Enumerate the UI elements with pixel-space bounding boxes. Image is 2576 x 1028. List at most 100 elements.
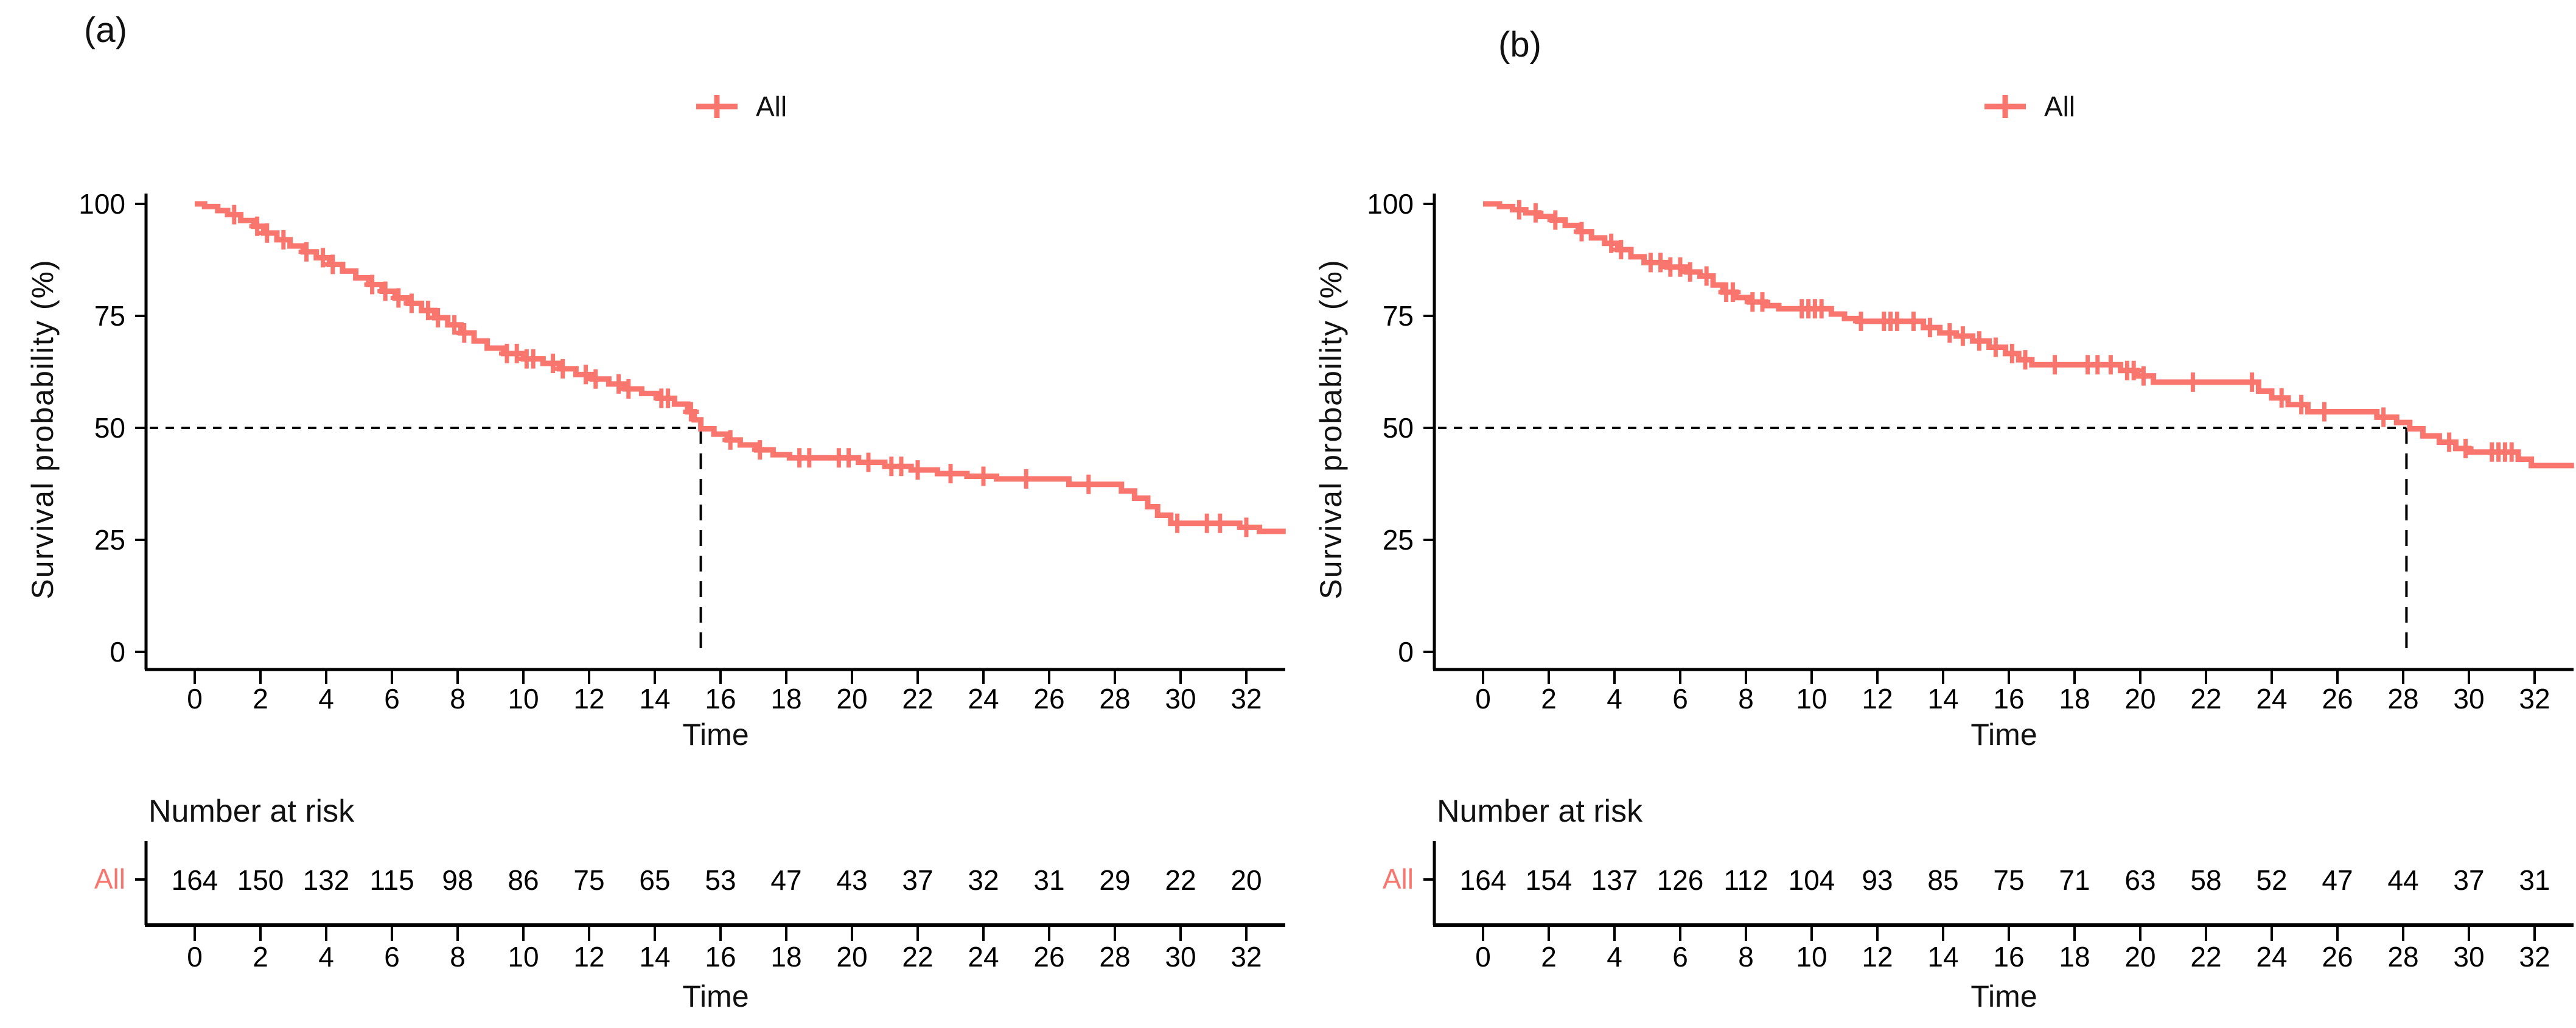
panel-label: (a): [84, 10, 127, 50]
svg-text:6: 6: [1672, 683, 1688, 715]
svg-text:12: 12: [1862, 941, 1893, 973]
svg-text:47: 47: [2322, 864, 2353, 896]
svg-text:71: 71: [2059, 864, 2090, 896]
svg-text:14: 14: [1927, 941, 1958, 973]
svg-text:112: 112: [1723, 864, 1768, 896]
svg-text:32: 32: [2519, 683, 2550, 715]
svg-text:63: 63: [2124, 864, 2155, 896]
svg-text:6: 6: [384, 941, 400, 973]
svg-text:26: 26: [1033, 683, 1064, 715]
risk-x-axis-title: Time: [682, 979, 749, 1013]
svg-text:6: 6: [1672, 941, 1688, 973]
svg-text:164: 164: [172, 864, 218, 896]
svg-text:18: 18: [770, 683, 801, 715]
legend-label: All: [2044, 91, 2076, 122]
legend: All: [694, 90, 787, 123]
legend-censor-marker-icon: [696, 95, 738, 118]
svg-text:150: 150: [237, 864, 284, 896]
svg-text:10: 10: [1796, 683, 1827, 715]
svg-text:75: 75: [1993, 864, 2024, 896]
svg-text:22: 22: [902, 941, 933, 973]
svg-text:28: 28: [1099, 941, 1130, 973]
svg-text:4: 4: [1607, 683, 1622, 715]
svg-text:28: 28: [1099, 683, 1130, 715]
svg-text:20: 20: [1230, 864, 1262, 896]
svg-text:30: 30: [2453, 941, 2484, 973]
svg-text:8: 8: [450, 683, 466, 715]
svg-text:25: 25: [1383, 524, 1414, 556]
risk-table-title: Number at risk: [148, 794, 355, 829]
x-axis-title: Time: [1970, 718, 2037, 752]
risk-table-title: Number at risk: [1437, 794, 1643, 829]
svg-text:16: 16: [705, 683, 736, 715]
svg-text:2: 2: [1541, 683, 1557, 715]
svg-text:126: 126: [1657, 864, 1704, 896]
svg-text:22: 22: [1165, 864, 1196, 896]
svg-text:75: 75: [573, 864, 604, 896]
svg-text:26: 26: [1033, 941, 1064, 973]
svg-text:31: 31: [2519, 864, 2550, 896]
svg-text:37: 37: [902, 864, 933, 896]
svg-text:8: 8: [1738, 941, 1754, 973]
svg-text:137: 137: [1591, 864, 1638, 896]
svg-text:25: 25: [94, 524, 125, 556]
svg-text:65: 65: [639, 864, 670, 896]
svg-text:86: 86: [508, 864, 539, 896]
x-axis-title: Time: [682, 718, 749, 752]
svg-text:18: 18: [770, 941, 801, 973]
svg-text:10: 10: [508, 941, 539, 973]
svg-text:24: 24: [2256, 941, 2287, 973]
svg-text:164: 164: [1460, 864, 1507, 896]
svg-text:98: 98: [442, 864, 473, 896]
legend-label: All: [756, 91, 787, 122]
svg-text:0: 0: [110, 636, 125, 668]
svg-text:16: 16: [705, 941, 736, 973]
svg-text:0: 0: [1475, 941, 1491, 973]
svg-text:6: 6: [384, 683, 400, 715]
svg-text:44: 44: [2387, 864, 2418, 896]
svg-text:14: 14: [639, 941, 670, 973]
svg-text:50: 50: [94, 412, 125, 444]
svg-text:14: 14: [639, 683, 670, 715]
svg-text:30: 30: [1165, 683, 1196, 715]
svg-text:26: 26: [2322, 941, 2353, 973]
svg-text:85: 85: [1927, 864, 1958, 896]
svg-text:32: 32: [1230, 683, 1262, 715]
svg-text:75: 75: [1383, 300, 1414, 332]
svg-text:53: 53: [705, 864, 736, 896]
svg-text:24: 24: [968, 683, 999, 715]
svg-text:16: 16: [1993, 941, 2024, 973]
svg-text:115: 115: [369, 864, 414, 896]
svg-text:8: 8: [450, 941, 466, 973]
svg-text:22: 22: [2190, 941, 2221, 973]
svg-text:16: 16: [1993, 683, 2024, 715]
svg-text:0: 0: [1398, 636, 1414, 668]
svg-text:24: 24: [2256, 683, 2287, 715]
svg-text:18: 18: [2059, 683, 2090, 715]
svg-text:10: 10: [508, 683, 539, 715]
svg-text:8: 8: [1738, 683, 1754, 715]
svg-text:2: 2: [253, 683, 268, 715]
risk-row-label: All: [94, 863, 125, 895]
svg-text:20: 20: [836, 683, 867, 715]
svg-text:31: 31: [1033, 864, 1064, 896]
svg-text:10: 10: [1796, 941, 1827, 973]
svg-text:93: 93: [1862, 864, 1893, 896]
svg-text:154: 154: [1526, 864, 1572, 896]
svg-text:29: 29: [1099, 864, 1130, 896]
svg-text:12: 12: [1862, 683, 1893, 715]
panel-b: (b) All Survival probability (%) 0 25 50 75…: [1288, 0, 2576, 1028]
svg-text:2: 2: [253, 941, 268, 973]
svg-text:50: 50: [1383, 412, 1414, 444]
svg-text:28: 28: [2387, 941, 2418, 973]
svg-text:20: 20: [836, 941, 867, 973]
svg-text:12: 12: [573, 941, 604, 973]
svg-text:100: 100: [79, 188, 125, 220]
panel-a: (a) All Survival probability (%) 0 25 50 75…: [26, 10, 1286, 1013]
panel-label: (b): [1498, 25, 1541, 65]
svg-text:20: 20: [2124, 941, 2155, 973]
svg-text:30: 30: [1165, 941, 1196, 973]
svg-text:30: 30: [2453, 683, 2484, 715]
